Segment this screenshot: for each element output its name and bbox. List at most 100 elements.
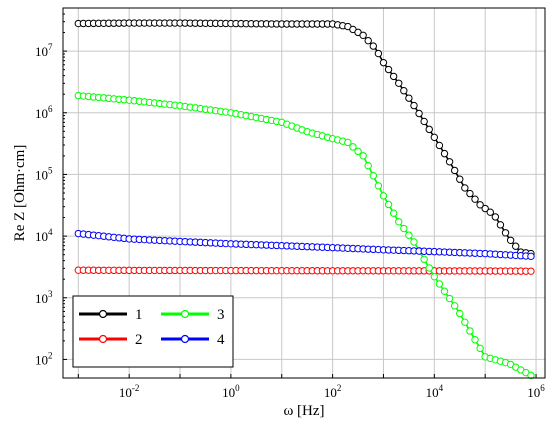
series-3-marker	[364, 162, 372, 170]
series-1-marker	[440, 149, 449, 158]
x-tick-base: 10	[324, 385, 337, 400]
legend-box	[72, 295, 234, 368]
y-tick-base: 10	[35, 167, 48, 182]
series-3-marker	[450, 302, 459, 310]
series-1-line	[78, 22, 532, 255]
x-tick-exponent: 4	[439, 383, 444, 393]
series-3-marker	[440, 287, 449, 295]
legend-label: 1	[135, 307, 143, 323]
legend-label: 3	[217, 307, 225, 323]
series-3-marker	[405, 231, 413, 239]
series-3-marker	[384, 200, 393, 209]
series-1-marker	[410, 101, 418, 110]
legend-swatch-marker	[98, 309, 108, 319]
series-1-marker	[405, 94, 413, 102]
series-3-marker	[359, 152, 367, 160]
y-tick-label: 107	[35, 42, 53, 59]
y-axis-title: Re Z [Ohm·cm]	[12, 145, 28, 242]
legend-label: 2	[135, 332, 143, 348]
series-3-marker	[379, 192, 388, 200]
x-tick-exponent: 0	[235, 383, 240, 393]
series-1-marker	[486, 208, 494, 216]
series-3-marker	[435, 280, 444, 288]
series-2-marker	[527, 267, 535, 275]
series-1-marker	[415, 109, 423, 118]
legend-item-4: 4	[161, 332, 225, 348]
x-tick-label: 102	[324, 383, 342, 400]
series-1-marker	[501, 229, 510, 237]
series-3-marker	[374, 182, 383, 190]
series-1-marker	[384, 65, 393, 74]
series-layer	[74, 19, 535, 380]
series-4	[74, 229, 535, 261]
x-tick-exponent: 2	[337, 383, 342, 393]
x-tick-label: 100	[222, 383, 240, 400]
y-tick-exponent: 6	[48, 104, 53, 114]
y-tick-exponent: 5	[48, 165, 53, 175]
series-1-marker	[476, 201, 484, 209]
y-tick-label: 102	[35, 350, 53, 367]
series-3-marker	[527, 371, 535, 380]
series-1-marker	[445, 158, 454, 166]
x-tick-base: 10	[426, 385, 439, 400]
series-3-marker	[369, 172, 377, 180]
y-tick-exponent: 3	[48, 289, 53, 299]
series-1-marker	[481, 204, 489, 213]
series-3-marker	[425, 264, 433, 272]
x-tick-base: 10	[119, 385, 132, 400]
y-tick-base: 10	[35, 291, 48, 306]
series-2	[74, 266, 535, 275]
series-1-marker	[496, 221, 505, 229]
legend-item-3: 3	[161, 307, 225, 323]
series-3-marker	[466, 327, 474, 335]
series-1-marker	[450, 166, 459, 175]
y-tick-exponent: 4	[48, 227, 53, 237]
series-1-marker	[359, 31, 367, 40]
series-3-marker	[456, 309, 464, 318]
y-tick-label: 104	[35, 227, 53, 244]
series-3-marker	[354, 147, 362, 156]
legend-item-1: 1	[79, 307, 143, 323]
series-3-marker	[344, 138, 352, 147]
series-3-marker	[400, 224, 408, 233]
series-1-marker	[461, 184, 469, 192]
series-1-marker	[512, 242, 520, 250]
series-3-marker	[445, 294, 454, 303]
y-tick-base: 10	[35, 106, 48, 121]
series-1-marker	[364, 36, 372, 45]
x-tick-label: 106	[527, 383, 545, 400]
series-1-marker	[435, 141, 444, 150]
y-tick-exponent: 7	[48, 42, 53, 52]
series-1-marker	[456, 175, 464, 183]
series-1-marker	[369, 42, 377, 50]
series-3-marker	[461, 318, 469, 326]
x-tick-base: 10	[222, 385, 235, 400]
x-tick-base: 10	[527, 385, 540, 400]
y-tick-label: 106	[35, 104, 53, 121]
x-tick-label: 10-2	[119, 383, 140, 400]
y-tick-exponent: 2	[48, 350, 53, 360]
series-1-marker	[466, 189, 474, 198]
y-tick-label: 105	[35, 165, 53, 182]
series-1-marker	[506, 236, 515, 244]
series-1	[74, 19, 535, 258]
series-3-marker	[410, 238, 418, 246]
y-tick-base: 10	[35, 44, 48, 59]
x-tick-exponent: 6	[540, 383, 545, 393]
series-3-marker	[430, 272, 439, 281]
series-1-marker	[389, 72, 398, 81]
series-1-marker	[379, 58, 388, 67]
series-3-marker	[471, 336, 479, 344]
series-1-marker	[430, 133, 439, 142]
series-3-marker	[389, 209, 398, 217]
series-1-marker	[420, 117, 428, 126]
x-tick-label: 104	[426, 383, 444, 400]
y-tick-base: 10	[35, 352, 48, 367]
series-4-marker	[527, 252, 535, 261]
series-3	[74, 91, 535, 380]
x-tick-exponent: -2	[132, 383, 140, 393]
legend-swatch-marker	[180, 334, 190, 344]
series-1-marker	[395, 79, 403, 87]
